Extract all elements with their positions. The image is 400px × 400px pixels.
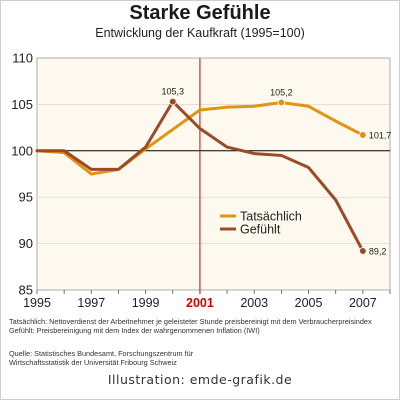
x-tick-label-highlight: 2001 (186, 296, 214, 310)
data-label: 105,3 (162, 87, 185, 97)
data-label: 101,7 (369, 131, 392, 141)
definition-note-actual: Tatsächlich: Nettoverdienst der Arbeitne… (9, 317, 372, 326)
definition-note-perceived: Gefühlt: Preisbereinigung mit dem Index … (9, 326, 260, 335)
series-line-tatsaechlich (35, 101, 365, 176)
data-point-marker (359, 247, 367, 255)
source-line-2: Wirtschaftsstatistik der Universität Fri… (9, 358, 177, 367)
chart-title: Starke Gefühle (129, 2, 271, 24)
y-tick-label: 100 (11, 143, 33, 158)
data-point-marker (277, 98, 286, 107)
data-label: 89,2 (369, 247, 387, 257)
x-tick-label: 2007 (349, 296, 377, 310)
legend-label: Tatsächlich (240, 210, 302, 224)
x-tick-label: 2005 (295, 296, 323, 310)
source-line-1: Quelle: Statistisches Bundesamt, Forschu… (9, 349, 194, 358)
legend-label: Gefühlt (240, 223, 281, 237)
plot-area (36, 57, 391, 291)
y-tick-label: 105 (11, 97, 33, 112)
chart-subtitle: Entwicklung der Kaufkraft (1995=100) (95, 26, 305, 40)
data-point-marker (168, 97, 177, 106)
x-tick-label: 1995 (23, 296, 51, 310)
y-tick-label: 90 (19, 236, 33, 251)
data-point-marker (359, 131, 367, 139)
x-tick-label: 1997 (77, 296, 105, 310)
illustration-credit: Illustration: emde-grafik.de (107, 372, 293, 387)
y-tick-label: 110 (12, 51, 33, 66)
series-line-gefuehlt (35, 100, 365, 253)
x-tick-label: 1999 (132, 296, 160, 310)
x-tick-label: 2003 (240, 296, 268, 310)
data-label: 105,2 (270, 88, 293, 98)
y-tick-label: 85 (19, 283, 33, 298)
y-tick-label: 95 (19, 190, 33, 205)
